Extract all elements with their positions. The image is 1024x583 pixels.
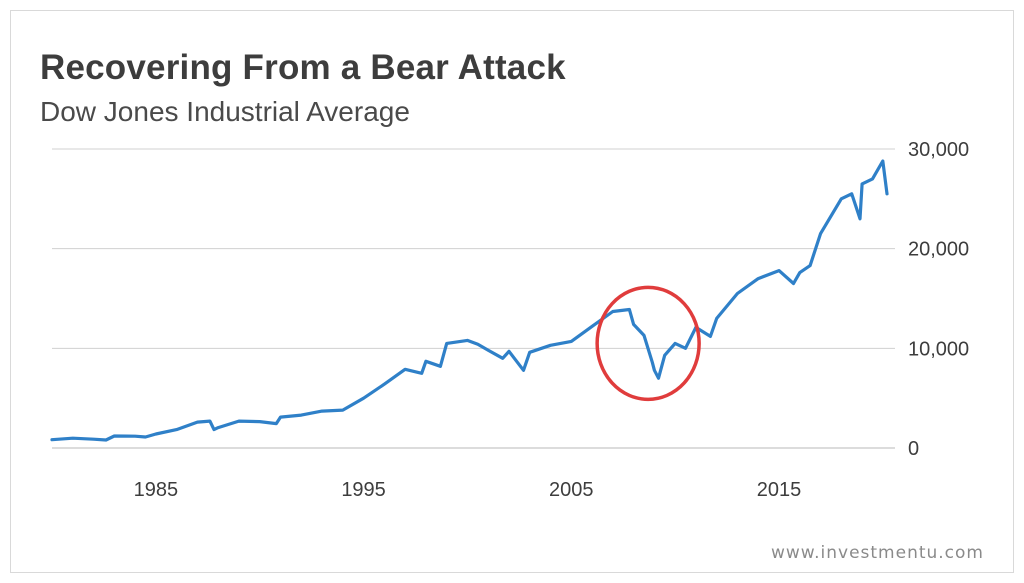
y-axis-ticks: 0 10,000 20,000 30,000: [908, 139, 969, 460]
gridlines: [52, 148, 895, 449]
annotation-layer: [595, 285, 701, 402]
chart-card: [10, 10, 1014, 573]
x-tick-label: 2015: [757, 479, 802, 501]
x-tick-label: 1995: [341, 479, 386, 501]
series-layer: [50, 159, 889, 442]
x-tick-label: 1985: [134, 479, 179, 501]
y-tick-label: 30,000: [908, 139, 969, 161]
highlight-circle: [595, 285, 701, 402]
y-tick-label: 20,000: [908, 239, 969, 261]
chart-title: Recovering From a Bear Attack: [40, 48, 566, 87]
x-tick-label: 2005: [549, 479, 594, 501]
chart-subtitle: Dow Jones Industrial Average: [40, 96, 410, 127]
source-label: www.investmentu.com: [770, 543, 984, 563]
x-axis-ticks: 1985 1995 2005 2015: [134, 479, 802, 501]
series-line: [50, 159, 889, 442]
y-tick-label: 0: [908, 438, 919, 460]
y-tick-label: 10,000: [908, 338, 969, 360]
